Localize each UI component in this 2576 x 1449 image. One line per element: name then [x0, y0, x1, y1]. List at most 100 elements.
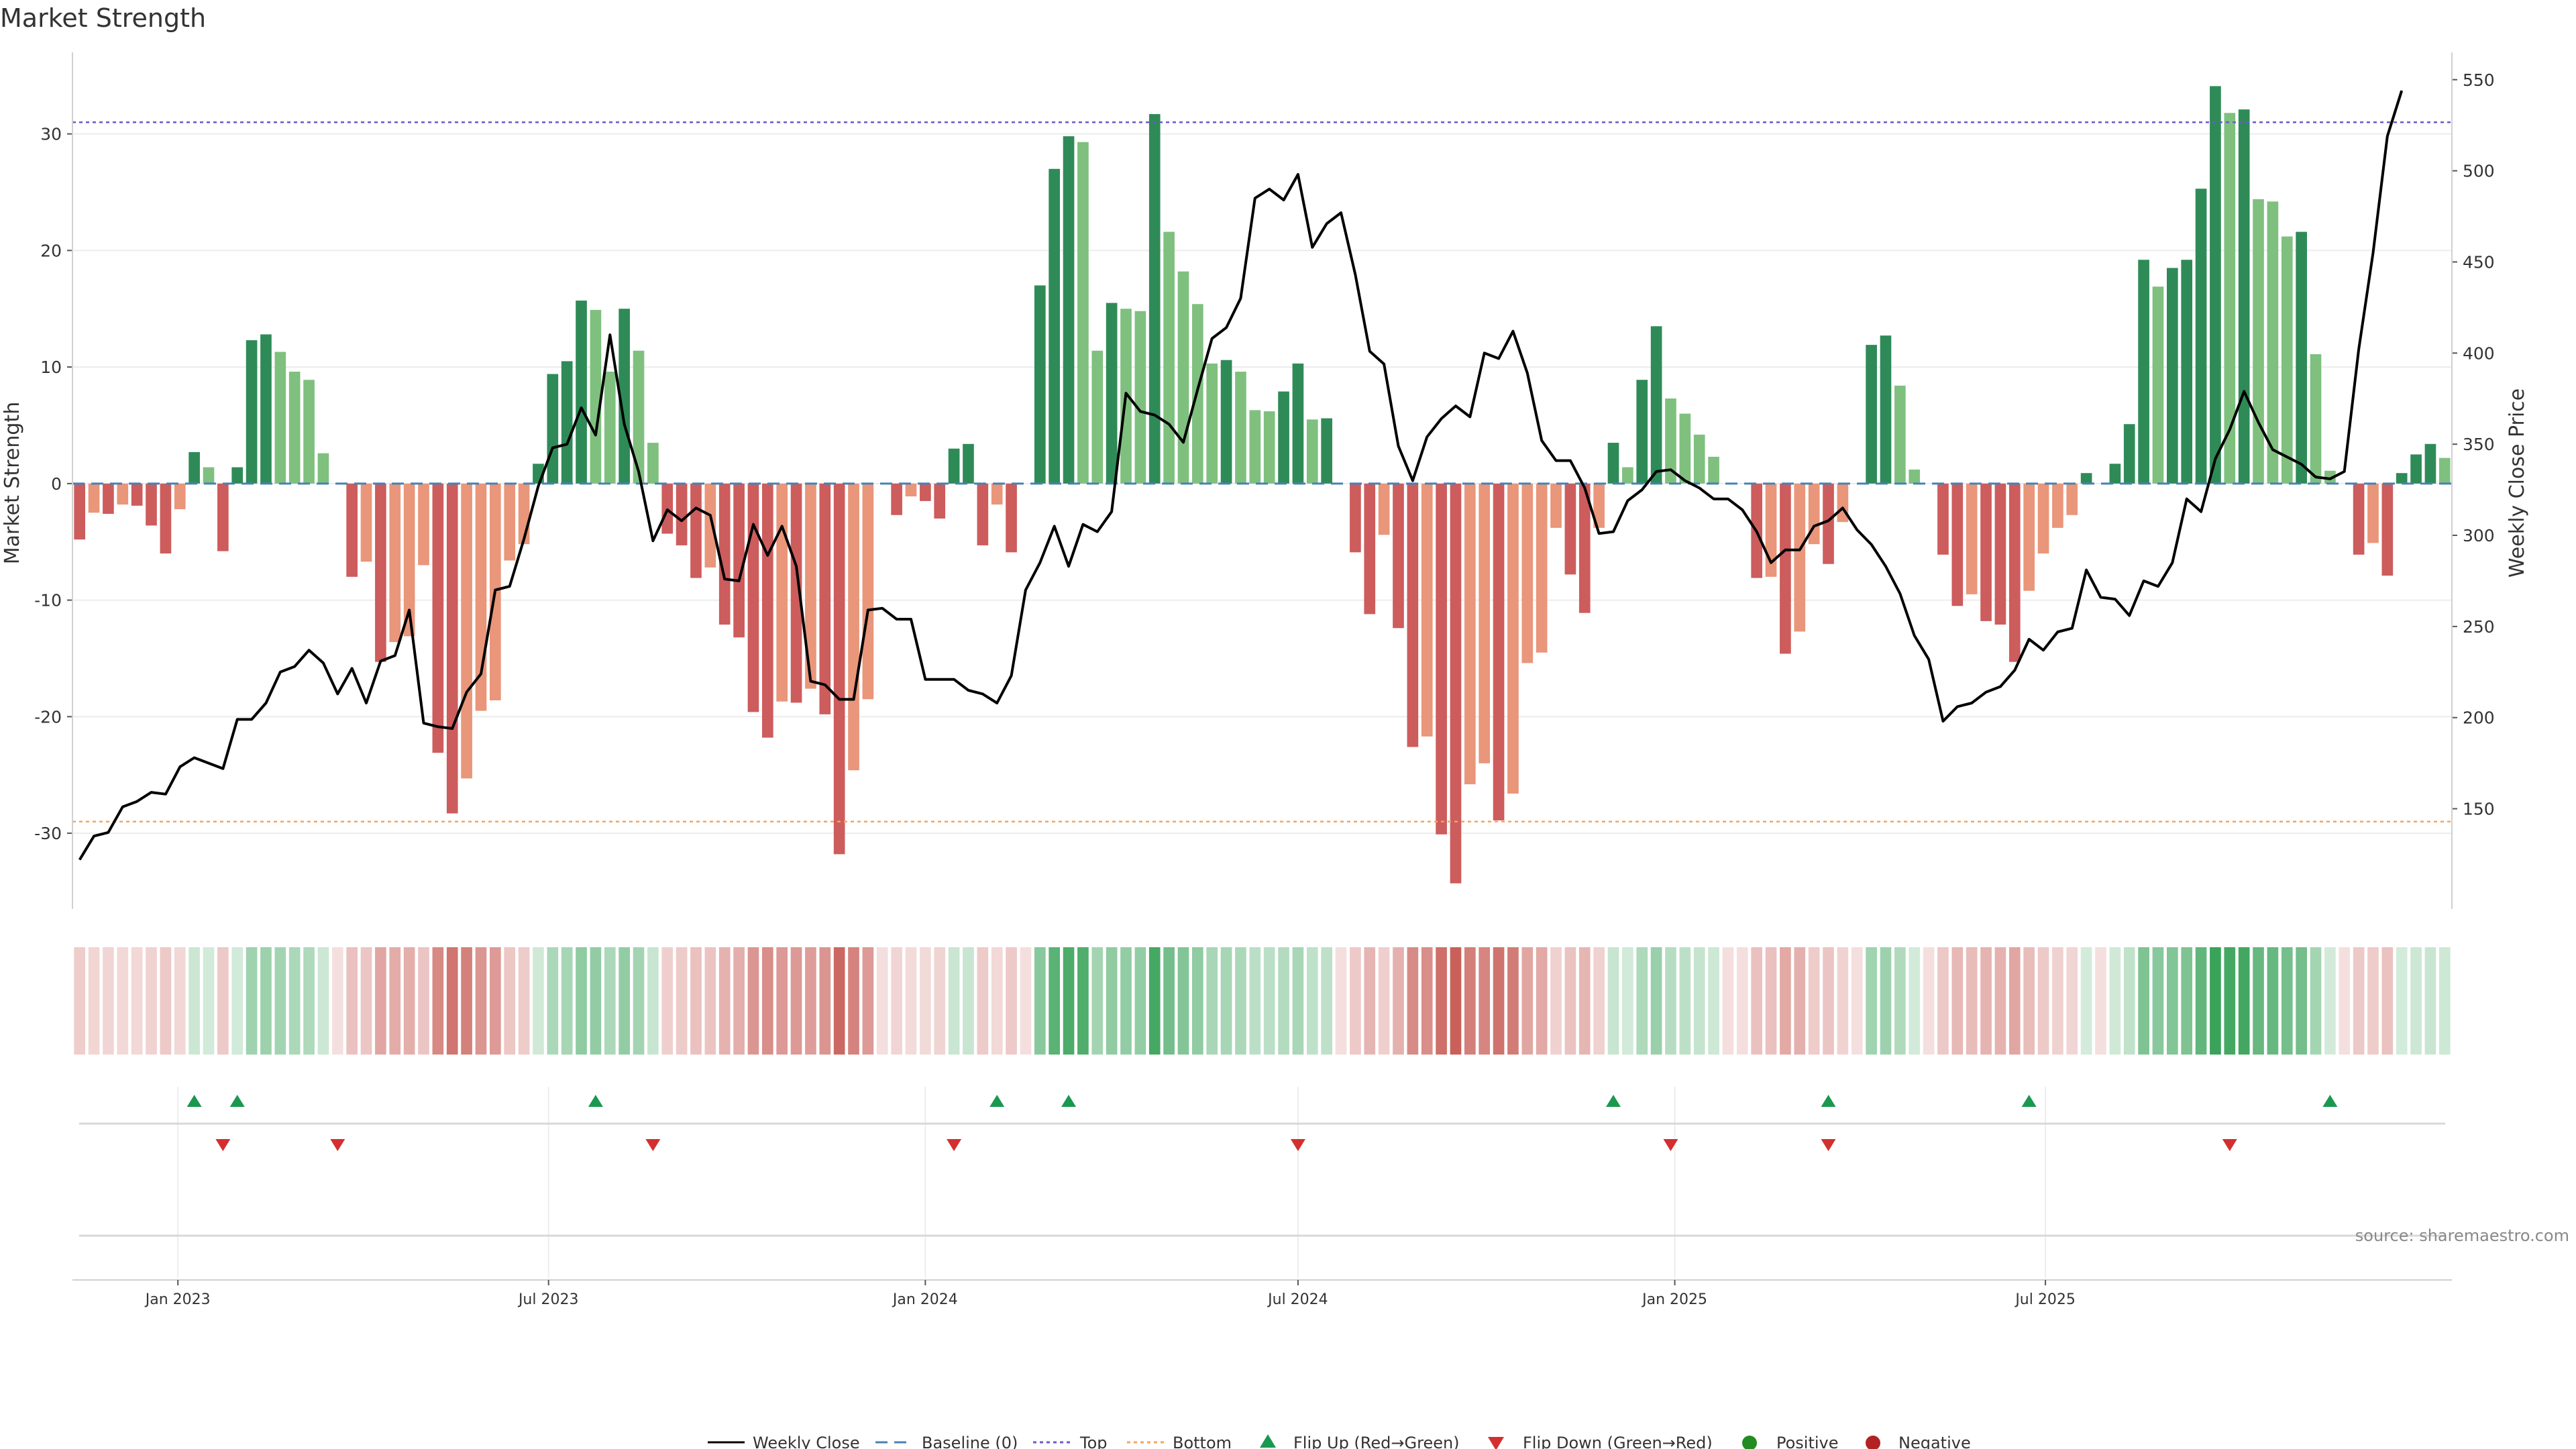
heat-cell [1163, 947, 1175, 1055]
strength-bar [819, 483, 831, 714]
heat-cell [1880, 947, 1892, 1055]
heat-cell [1393, 947, 1404, 1055]
strength-bar [991, 483, 1003, 505]
strength-bar [1364, 483, 1376, 614]
strength-bar [1479, 483, 1491, 763]
weekly-close-line [78, 90, 2404, 861]
strength-bar [1292, 363, 1304, 484]
strength-bar [160, 483, 172, 554]
heat-cell [891, 947, 902, 1055]
strength-bar [2052, 483, 2063, 528]
heat-cell [2181, 947, 2193, 1055]
heat-cell [1808, 947, 1820, 1055]
strength-bar [88, 483, 100, 513]
strength-bar [1077, 142, 1089, 484]
heat-cell [561, 947, 573, 1055]
heat-cell [547, 947, 559, 1055]
x-tick-label: Jul 2023 [517, 1291, 579, 1308]
strength-bar [1679, 413, 1691, 484]
heat-cell [288, 947, 301, 1055]
heat-cell [790, 947, 802, 1055]
heat-cell [920, 947, 931, 1055]
strength-bars [74, 86, 2451, 883]
strength-bar [1220, 360, 1232, 484]
heat-cell [1851, 947, 1863, 1055]
strength-bar [1536, 483, 1548, 653]
heat-cell [718, 947, 731, 1055]
strength-bar [977, 483, 989, 545]
heat-cell [747, 947, 759, 1055]
strength-bar [346, 483, 358, 577]
heat-cell [2080, 947, 2092, 1055]
strength-bar [776, 483, 788, 702]
strength-bar [2367, 483, 2379, 543]
strength-bar [1393, 483, 1404, 629]
strength-bar [848, 483, 859, 771]
strength-bar [317, 453, 329, 484]
heat-cell [1364, 947, 1376, 1055]
strength-bar [1006, 483, 1017, 553]
y2-tick-label: 400 [2463, 343, 2495, 363]
strength-bar [733, 483, 745, 638]
reference-lines [72, 121, 2452, 822]
strength-bar [547, 374, 559, 484]
flip-up-marker [1061, 1095, 1077, 1107]
heat-cell [1407, 947, 1419, 1055]
heat-cell [1192, 947, 1203, 1055]
heat-cell [1091, 947, 1104, 1055]
heat-cell [533, 947, 544, 1055]
heat-cell [1765, 947, 1777, 1055]
y-tick-label: 20 [40, 241, 62, 260]
legend-weekly-close-label: Weekly Close [753, 1434, 860, 1449]
strength-bar [1464, 483, 1476, 785]
heat-cell [2296, 947, 2307, 1055]
strength-bar [1148, 114, 1161, 484]
flip-down-marker [1290, 1139, 1305, 1151]
heat-cell [1493, 947, 1505, 1055]
y2-axis-label: Weekly Close Price [2506, 388, 2529, 578]
strength-bar [1306, 419, 1318, 484]
strength-bar [1951, 483, 1964, 606]
flip-down-marker [947, 1139, 962, 1151]
heat-cell [1780, 947, 1791, 1055]
flip-up-marker [186, 1095, 202, 1107]
heat-cell [1994, 947, 2006, 1055]
x-tick-label: Jul 2025 [2014, 1291, 2076, 1308]
flip-down-marker [2222, 1139, 2237, 1151]
heat-cell [189, 947, 200, 1055]
strength-bar [1177, 271, 1189, 484]
strength-bar [1421, 483, 1433, 737]
heat-cell [461, 947, 472, 1055]
strength-bar [948, 448, 960, 484]
y-axis-label: Market Strength [1, 402, 24, 564]
heat-cell [2238, 947, 2250, 1055]
heat-cell [403, 947, 415, 1055]
strength-bar [2181, 260, 2193, 484]
strength-bar [2037, 483, 2049, 554]
heat-cell [117, 947, 129, 1055]
heat-cell [2138, 947, 2149, 1055]
heat-cell [1034, 947, 1046, 1055]
strength-bar [2138, 260, 2149, 484]
strength-bar [1521, 483, 1534, 663]
strength-bar [2109, 464, 2121, 484]
heat-cell [1020, 947, 1032, 1055]
strength-bar [2281, 236, 2293, 484]
heat-cell [2023, 947, 2035, 1055]
heat-cell [2052, 947, 2063, 1055]
heat-cell [1909, 947, 1921, 1055]
heat-cell [131, 947, 143, 1055]
strength-bar [1263, 411, 1275, 484]
heat-cell [2210, 947, 2221, 1055]
heat-cell [848, 947, 859, 1055]
heat-cell [1966, 947, 1978, 1055]
heat-cell [1335, 947, 1347, 1055]
strength-bar [1866, 345, 1877, 484]
heat-cell [661, 947, 674, 1055]
heat-cell [490, 947, 501, 1055]
heat-cell [2281, 947, 2293, 1055]
legend-baseline-label: Baseline (0) [922, 1434, 1018, 1449]
strength-bar [1321, 418, 1332, 484]
axes: -30 -20 -10 0 10 20 30 150 200 250 300 350 400 450 500… [34, 52, 2495, 1308]
strength-bar [146, 483, 157, 526]
